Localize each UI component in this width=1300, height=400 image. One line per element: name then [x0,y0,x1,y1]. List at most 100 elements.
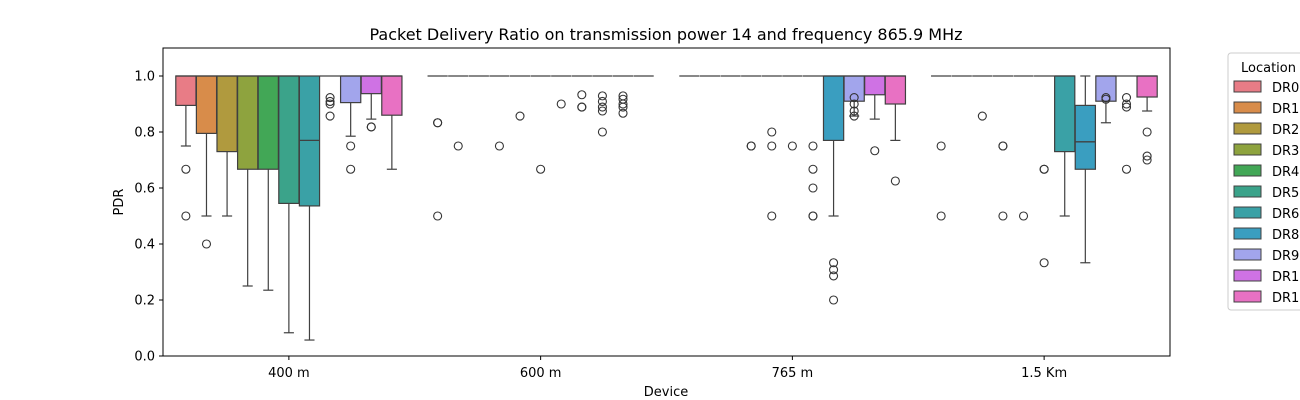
outlier-point [346,164,356,174]
outlier-point [536,164,546,174]
outlier-point [1039,258,1049,268]
legend-swatch [1233,101,1262,114]
outlier-point [1121,93,1132,103]
outlier-point [829,258,839,268]
box [195,75,218,135]
legend-title: Location [1241,61,1296,76]
outlier-point [325,93,335,103]
x-tick-label: 1.5 Km [1021,366,1067,381]
box [1074,104,1097,170]
outlier-point [746,141,756,151]
legend: Location DR0 DR1 DR2 DR3 DR4 DR5 DR6 DR8 DR9 DR1 D… [1227,52,1300,311]
outlier-point [433,211,443,221]
legend-label: DR1 [1272,291,1299,306]
outlier-point [1121,102,1132,112]
outlier-point [767,141,777,151]
outlier-point [849,106,859,116]
outlier-point [515,111,525,121]
outlier-point [829,265,839,275]
outlier-point [849,111,859,121]
outlier-point [453,141,463,151]
outlier-point [936,141,946,151]
outlier-point [618,102,628,112]
outlier-point [325,99,335,109]
legend-label: DR6 [1272,207,1299,222]
box [1054,75,1076,153]
outlier-point [767,211,777,221]
legend-label: DR0 [1272,81,1299,96]
outlier-point [201,239,212,249]
outlier-point [577,102,587,112]
box [278,75,300,205]
legend-swatch [1233,122,1262,135]
outlier-point [808,141,818,151]
x-tick-label: 600 m [520,366,562,381]
outlier-point [829,271,839,281]
y-tick-label: 0.0 [134,350,155,365]
outlier-point [597,102,607,112]
outlier-point [494,141,504,151]
axes: 0.0 0.2 0.4 0.6 0.8 1.0 400 m 600 m 765 m 1.5 Km [134,70,1067,382]
legend-label: DR1 [1272,102,1299,117]
outlier-point [1101,94,1111,104]
outlier-point [998,141,1008,151]
outlier-point [849,99,859,109]
outlier-point [977,111,987,121]
legend-swatch [1233,248,1262,261]
outlier-point [1121,164,1132,174]
outlier-point [325,111,335,121]
legend-swatch [1233,269,1262,282]
outlier-point [787,141,797,151]
legend-label: DR4 [1272,165,1299,180]
legend-swatch [1233,185,1262,198]
box [864,75,886,96]
y-axis-label: PDR [112,189,127,216]
outlier-point [618,99,628,109]
outlier-point [1039,164,1049,174]
outlier-point [829,295,839,305]
legend-label: DR8 [1272,228,1299,243]
x-axis-label: Device [644,385,688,400]
box [175,75,197,106]
outlier-point [597,91,607,101]
legend-label: DR3 [1272,144,1299,159]
box [1095,75,1117,102]
outlier-point [1018,211,1029,221]
outlier-point [849,93,859,103]
outlier-point [767,127,777,137]
outlier-point [181,164,191,174]
y-tick-label: 0.2 [134,294,155,309]
plot-area [175,75,1158,341]
outlier-point [808,164,818,174]
outlier-point [597,106,607,116]
outlier-point [808,183,818,193]
outlier-point [936,211,946,221]
legend-label: DR1 [1272,270,1299,285]
legend-swatch [1233,206,1262,219]
y-tick-label: 0.6 [134,182,155,197]
outlier-point [577,90,587,100]
box [381,75,403,116]
outlier-point [366,122,376,132]
outlier-point [998,211,1008,221]
box [339,75,362,104]
chart-title: Packet Delivery Ratio on transmission po… [369,25,962,44]
box [360,75,382,95]
outlier-point [597,96,607,107]
box [1136,75,1158,98]
legend-swatch [1233,290,1262,303]
outlier-point [1142,155,1152,165]
outlier-point [618,108,628,118]
legend-swatch [1233,80,1262,93]
outlier-point [1142,151,1152,161]
box [236,75,259,170]
legend-swatch [1233,143,1262,156]
outlier-point [1121,99,1132,109]
box [822,75,845,142]
outlier-point [346,141,356,151]
x-tick-label: 765 m [772,366,814,381]
y-tick-label: 0.4 [134,238,155,253]
box [843,75,865,102]
y-tick-label: 1.0 [134,70,155,85]
